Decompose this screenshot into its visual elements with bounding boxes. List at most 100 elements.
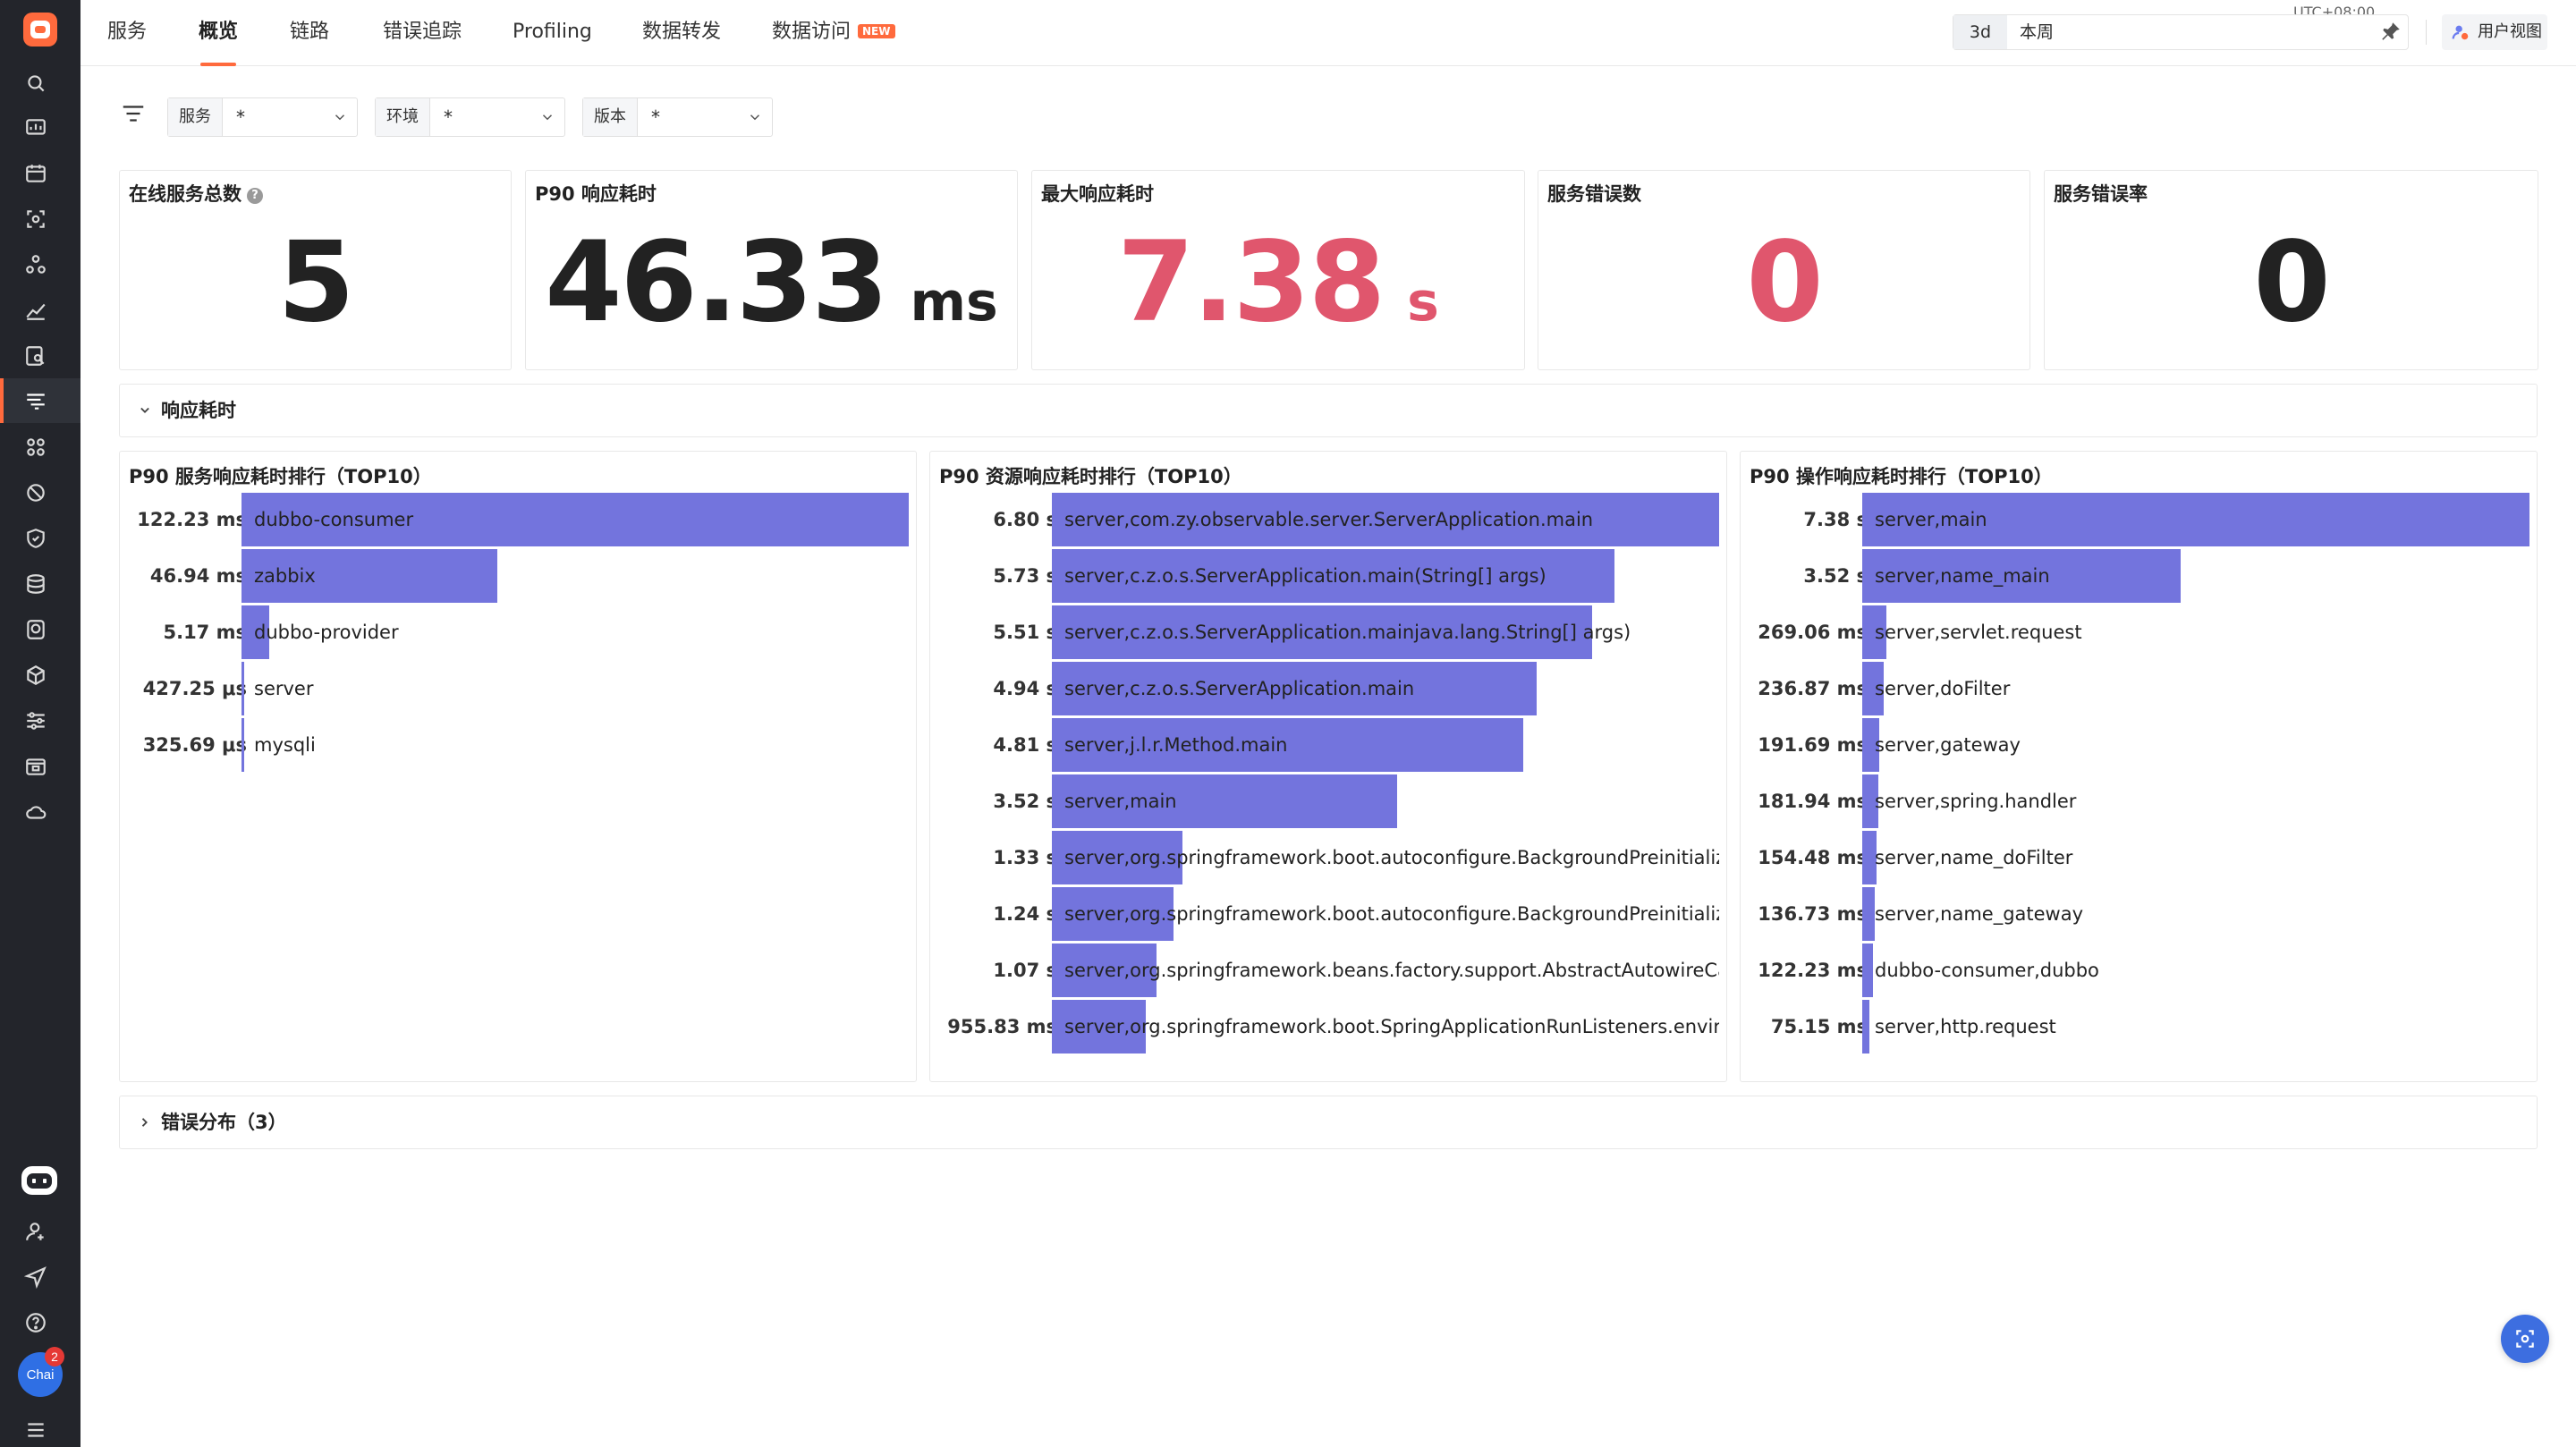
bar-label: zabbix <box>254 565 316 587</box>
bar-label: server,gateway <box>1875 734 2021 756</box>
bar-label: server,spring.handler <box>1875 791 2077 812</box>
tab-traces[interactable]: 链路 <box>290 21 330 43</box>
time-picker[interactable]: 3d 本周 <box>1953 14 2409 50</box>
menu-icon[interactable] <box>22 1417 49 1443</box>
user-icon[interactable] <box>22 1218 49 1245</box>
stat-card-online-services: 在线服务总数? 5 <box>119 170 512 370</box>
dashboard-icon[interactable] <box>22 114 49 141</box>
cube-icon[interactable] <box>22 662 49 689</box>
security-icon[interactable] <box>22 525 49 552</box>
bar-value: 5.73 s <box>993 565 1057 587</box>
log-search-icon[interactable] <box>22 343 49 369</box>
bar-label: server,org.springframework.boot.autoconf… <box>1064 847 1719 868</box>
bar-track: server,http.request <box>1862 1000 2529 1054</box>
apps-icon[interactable] <box>22 434 49 461</box>
bar <box>1862 718 1879 772</box>
bot-icon[interactable] <box>21 1166 57 1195</box>
bar-row[interactable]: 1.07 s server,org.springframework.beans.f… <box>930 944 1726 997</box>
bar-row[interactable]: 4.94 s server,c.z.o.s.ServerApplication.m… <box>930 662 1726 715</box>
tab-overview[interactable]: 概览 <box>199 0 238 66</box>
tab-profiling[interactable]: Profiling <box>513 21 592 43</box>
cloud-icon[interactable] <box>22 799 49 825</box>
bar-row[interactable]: 236.87 ms server,doFilter <box>1741 662 2537 715</box>
bar-label: server,c.z.o.s.ServerApplication.mainjav… <box>1064 622 1631 643</box>
bar-value: 1.24 s <box>993 903 1057 925</box>
bar-row[interactable]: 325.69 μs mysqli <box>120 718 916 772</box>
help-icon[interactable]: ? <box>247 188 263 204</box>
bar-row[interactable]: 269.06 ms server,servlet.request <box>1741 605 2537 659</box>
bar-value: 955.83 ms <box>947 1016 1057 1037</box>
service-filter[interactable]: 服务 * <box>167 97 358 137</box>
bar-label: server,org.springframework.boot.SpringAp… <box>1064 1016 1719 1037</box>
user-view-button[interactable]: 用户视图 <box>2442 14 2547 50</box>
monitor-icon[interactable] <box>22 616 49 643</box>
time-range[interactable]: 本周 <box>2020 22 2055 42</box>
archive-icon[interactable] <box>22 753 49 780</box>
bar-row[interactable]: 955.83 ms server,org.springframework.boot… <box>930 1000 1726 1054</box>
bar-row[interactable]: 3.52 s server,name_main <box>1741 549 2537 603</box>
bar-track: dubbo-consumer,dubbo <box>1862 944 2529 997</box>
bar-track: server,name_main <box>1862 549 2529 603</box>
bar <box>1052 549 1614 603</box>
topology-icon[interactable] <box>22 251 49 278</box>
bar <box>1052 887 1174 941</box>
bar-row[interactable]: 1.24 s server,org.springframework.boot.au… <box>930 887 1726 941</box>
bar-row[interactable]: 5.51 s server,c.z.o.s.ServerApplication.m… <box>930 605 1726 659</box>
env-filter[interactable]: 环境 * <box>375 97 565 137</box>
bar <box>242 549 497 603</box>
scan-icon[interactable] <box>22 206 49 233</box>
search-icon[interactable] <box>22 70 49 97</box>
tab-data-access[interactable]: 数据访问 NEW <box>772 0 895 66</box>
bar-row[interactable]: 1.33 s server,org.springframework.boot.au… <box>930 831 1726 884</box>
apm-icon[interactable] <box>22 387 49 414</box>
tab-data-forwarding[interactable]: 数据转发 <box>642 21 722 43</box>
bar-row[interactable]: 4.81 s server,j.l.r.Method.main <box>930 718 1726 772</box>
shield-off-icon[interactable] <box>22 479 49 506</box>
tab-services[interactable]: 服务 <box>107 21 148 43</box>
bar-row[interactable]: 5.17 ms dubbo-provider <box>120 605 916 659</box>
section-errors-header[interactable]: 错误分布（3） <box>119 1096 2538 1149</box>
bar-track: dubbo-consumer <box>242 493 909 546</box>
bar-row[interactable]: 122.23 ms dubbo-consumer <box>120 493 916 546</box>
section-latency-header[interactable]: 响应耗时 <box>119 384 2538 437</box>
stat-title: 服务错误数 <box>1547 183 1641 205</box>
bar-row[interactable]: 154.48 ms server,name_doFilter <box>1741 831 2537 884</box>
bar <box>1052 944 1157 997</box>
env-filter-value: * <box>444 106 453 128</box>
database-icon[interactable] <box>22 571 49 597</box>
calendar-icon[interactable] <box>22 160 49 187</box>
bar-row[interactable]: 122.23 ms dubbo-consumer,dubbo <box>1741 944 2537 997</box>
bar-row[interactable]: 181.94 ms server,spring.handler <box>1741 774 2537 828</box>
panel-service-latency: P90 服务响应耗时排行（TOP10） 122.23 ms dubbo-consu… <box>119 451 917 1082</box>
bar-row[interactable]: 5.73 s server,c.z.o.s.ServerApplication.m… <box>930 549 1726 603</box>
screenshot-button[interactable] <box>2501 1315 2549 1363</box>
bar-row[interactable]: 46.94 ms zabbix <box>120 549 916 603</box>
bar-track: server,org.springframework.beans.factory… <box>1052 944 1719 997</box>
bar-row[interactable]: 3.52 s server,main <box>930 774 1726 828</box>
bar-value: 325.69 μs <box>142 734 247 756</box>
sliders-icon[interactable] <box>22 707 49 734</box>
bar-row[interactable]: 191.69 ms server,gateway <box>1741 718 2537 772</box>
bar-track: server <box>242 662 909 715</box>
stat-value: 0 <box>2253 218 2330 347</box>
send-icon[interactable] <box>22 1264 49 1290</box>
time-quick-select[interactable]: 3d <box>1953 15 2007 49</box>
bar-value: 154.48 ms <box>1758 847 1868 868</box>
bar-label: server,main <box>1875 509 1987 530</box>
bar-value: 122.23 ms <box>1758 960 1868 981</box>
bar <box>242 493 909 546</box>
analytics-icon[interactable] <box>22 297 49 324</box>
version-filter[interactable]: 版本 * <box>582 97 773 137</box>
bar-row[interactable]: 6.80 s server,com.zy.observable.server.Se… <box>930 493 1726 546</box>
help-icon[interactable] <box>22 1309 49 1336</box>
bar-value: 7.38 s <box>1803 509 1868 530</box>
tab-error-tracking[interactable]: 错误追踪 <box>383 21 462 43</box>
bar-row[interactable]: 427.25 μs server <box>120 662 916 715</box>
pin-icon[interactable] <box>2379 20 2402 43</box>
bar <box>242 605 269 659</box>
bar-row[interactable]: 75.15 ms server,http.request <box>1741 1000 2537 1054</box>
bar-row[interactable]: 7.38 s server,main <box>1741 493 2537 546</box>
logo[interactable] <box>23 13 57 47</box>
bar-row[interactable]: 136.73 ms server,name_gateway <box>1741 887 2537 941</box>
filter-icon[interactable] <box>120 100 147 127</box>
